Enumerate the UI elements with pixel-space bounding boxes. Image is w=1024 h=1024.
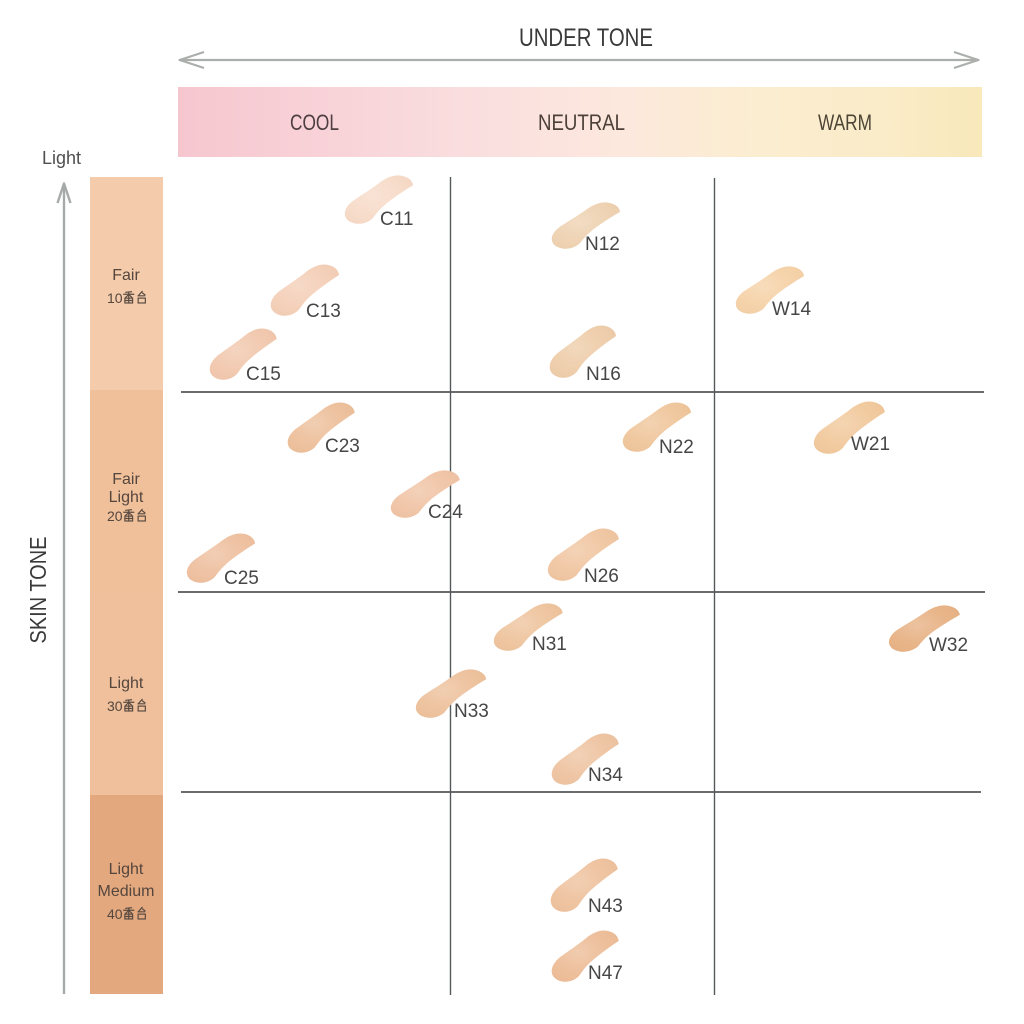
svg-text:Light: Light — [109, 675, 144, 692]
svg-text:W32: W32 — [929, 635, 968, 656]
svg-text:NEUTRAL: NEUTRAL — [538, 110, 625, 135]
svg-text:W21: W21 — [851, 434, 890, 455]
svg-text:SKIN TONE: SKIN TONE — [25, 537, 51, 644]
svg-text:C23: C23 — [325, 436, 360, 457]
svg-text:COOL: COOL — [290, 110, 339, 135]
svg-text:Medium: Medium — [98, 883, 155, 900]
svg-text:N31: N31 — [532, 634, 567, 655]
svg-text:Fair: Fair — [112, 471, 140, 488]
svg-text:C11: C11 — [380, 209, 413, 230]
svg-text:Fair: Fair — [112, 267, 140, 284]
svg-text:UNDER TONE: UNDER TONE — [519, 24, 653, 52]
svg-text:Light: Light — [109, 489, 144, 506]
svg-text:N34: N34 — [588, 765, 623, 786]
svg-text:C24: C24 — [428, 502, 463, 523]
svg-text:C15: C15 — [246, 364, 281, 385]
svg-text:N26: N26 — [584, 566, 619, 587]
svg-text:20: 20 — [107, 508, 123, 524]
svg-text:N16: N16 — [586, 364, 621, 385]
svg-text:Light: Light — [109, 861, 144, 878]
svg-text:N43: N43 — [588, 896, 623, 917]
svg-text:N47: N47 — [588, 963, 623, 984]
svg-text:N22: N22 — [659, 437, 694, 458]
svg-text:C25: C25 — [224, 568, 259, 589]
svg-text:10: 10 — [107, 290, 123, 306]
svg-text:30: 30 — [107, 698, 123, 714]
svg-text:40: 40 — [107, 906, 123, 922]
svg-text:N33: N33 — [454, 701, 489, 722]
svg-text:C13: C13 — [306, 301, 341, 322]
svg-text:WARM: WARM — [818, 110, 872, 135]
svg-text:N12: N12 — [585, 234, 620, 255]
svg-text:W14: W14 — [772, 299, 812, 320]
svg-text:Light: Light — [42, 148, 81, 168]
